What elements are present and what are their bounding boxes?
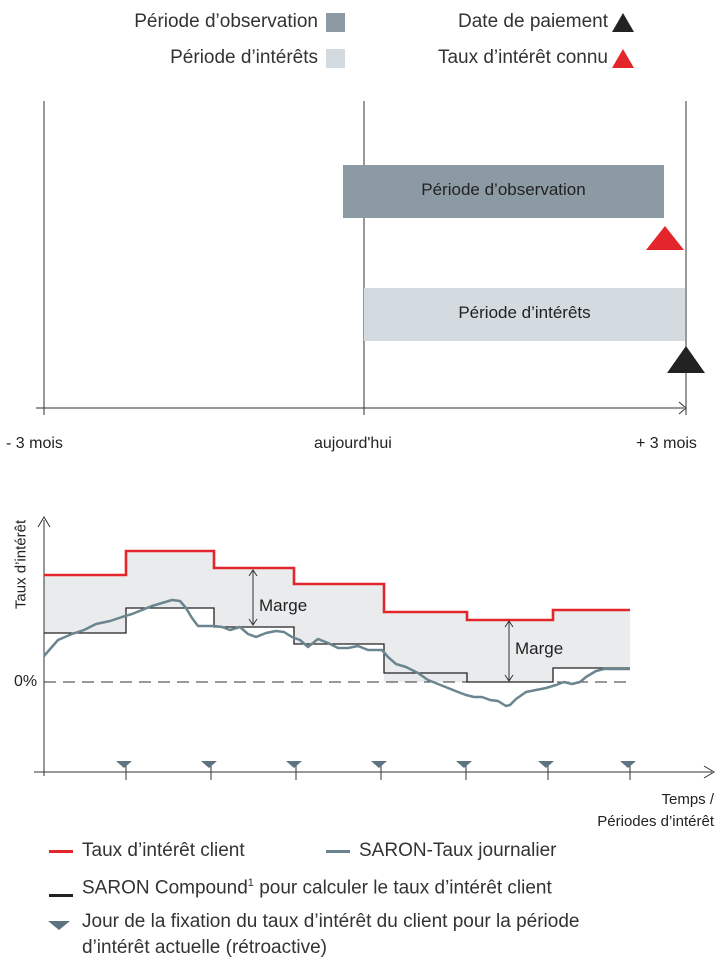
observation-swatch (326, 13, 345, 32)
margin-band (44, 551, 630, 682)
tick-label-today: aujourd'hui (314, 435, 392, 452)
client-rate-line (44, 549, 630, 622)
legend-client-rate-label: Taux d’intérêt client (82, 840, 245, 861)
rate-x-axis-arrow (703, 765, 715, 779)
legend-fixing-line2: d’intérêt actuelle (rétroactive) (82, 937, 327, 958)
rate-y-axis-arrow (37, 516, 51, 528)
fixing-marker-icon (286, 761, 302, 768)
legend-payment-label: Date de paiement (458, 11, 608, 32)
fixing-marker-icon (116, 761, 132, 768)
legend-client-rate-swatch (49, 850, 73, 853)
fixing-marker-icon (201, 761, 217, 768)
legend-compound-label: SARON Compound (82, 877, 248, 899)
legend-fixing-line1: Jour de la fixation du taux d’intérêt du… (82, 911, 580, 932)
fixing-marker-icon (371, 761, 387, 768)
interest-swatch (326, 49, 345, 68)
legend-compound-swatch (49, 894, 73, 897)
legend-interest-label: Période d’intérêts (170, 47, 318, 68)
payment-triangle-icon (612, 13, 634, 32)
interest-bar-label: Période d’intérêts (458, 303, 591, 322)
legend-known-rate-label: Taux d’intérêt connu (437, 47, 608, 68)
interest-bar (364, 288, 685, 341)
margin-arrow-1-top-icon (248, 569, 258, 577)
observation-bar-label: Période d’observation (421, 180, 586, 199)
known-rate-triangle-icon (612, 49, 634, 68)
period-ticks (125, 764, 631, 780)
fixing-markers (116, 761, 636, 768)
legend-saron-daily-label: SARON-Taux journalier (359, 840, 557, 861)
observation-bar (343, 165, 664, 218)
fixing-marker-icon (620, 761, 636, 768)
legend-compound-text: SARON Compound1 pour calculer le taux d’… (82, 877, 552, 899)
margin-arrow-2-bottom-icon (504, 674, 514, 682)
payment-marker-icon (667, 346, 705, 373)
legend-compound-footnote: 1 (247, 877, 254, 889)
x-axis-label-line2: Périodes d’intérêt (597, 813, 714, 830)
fixing-marker-icon (456, 761, 472, 768)
saron-daily-line (43, 598, 630, 708)
tick-label-right: + 3 mois (636, 435, 697, 452)
legend-fixing-marker-icon (48, 921, 70, 930)
margin-label-1: Marge (259, 596, 308, 615)
legend-compound-rest: pour calculer le taux d’intérêt client (253, 877, 552, 899)
known-rate-marker-icon (646, 226, 684, 250)
zero-percent-label: 0% (14, 673, 38, 690)
timeline-axis-arrow (678, 401, 687, 415)
margin-label-2: Marge (515, 639, 564, 658)
tick-label-left: - 3 mois (6, 435, 63, 452)
margin-arrow-2-top-icon (504, 620, 514, 628)
legend-observation-label: Période d’observation (134, 11, 318, 32)
rate-y-axis-label: Taux d’intérêt (12, 519, 30, 610)
margin-arrow-1-bottom-icon (248, 618, 258, 626)
saron-compound-line (44, 607, 630, 683)
legend-saron-daily-swatch (326, 850, 350, 853)
x-axis-label-line1: Temps / (661, 791, 714, 808)
fixing-marker-icon (538, 761, 554, 768)
